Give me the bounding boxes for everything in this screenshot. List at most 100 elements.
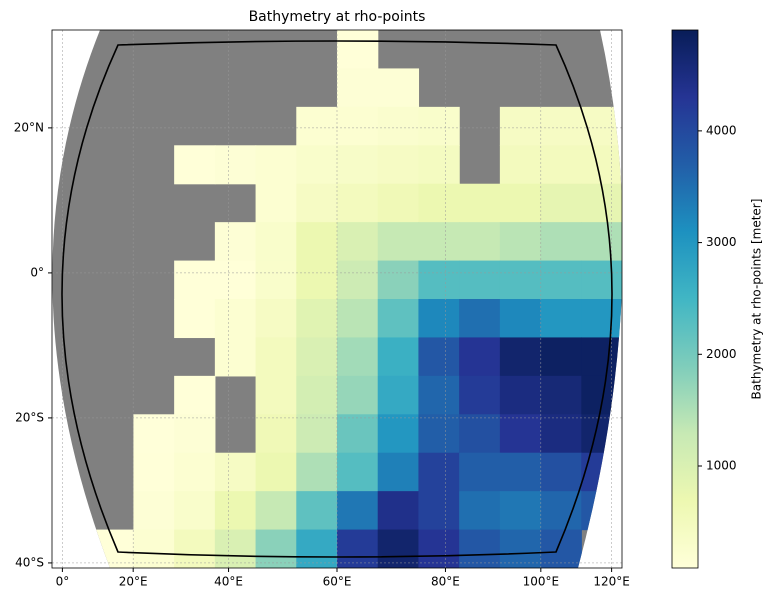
cell [377,337,420,377]
cell [296,299,338,339]
x-tick-label: 120°E [593,575,630,589]
cell [459,222,501,262]
cell [459,491,501,531]
cell [581,414,622,454]
cell [459,260,501,300]
cell [459,337,501,377]
cell [214,452,257,492]
cell [418,337,460,377]
cell [296,452,338,492]
cell [499,299,542,339]
cell [581,375,622,415]
cell [296,414,338,454]
cell [214,260,257,300]
cell [337,299,379,339]
cell [174,491,216,531]
cell [499,222,542,262]
cell [459,414,501,454]
cell [174,260,216,300]
cell [581,452,622,492]
cell [133,452,175,492]
cell [174,414,216,454]
x-tick-label: 100°E [523,575,560,589]
cell [133,414,175,454]
cell [174,529,216,568]
cell [540,260,582,300]
cell [296,260,338,300]
cell [377,260,420,300]
cell [459,529,501,568]
cell [377,299,420,339]
cell [174,452,216,492]
cell [377,491,420,531]
cell [337,222,379,262]
cell [540,452,582,492]
colorbar [671,29,699,569]
cell [418,106,460,146]
cell [581,337,622,377]
cell [255,260,297,300]
cell [296,145,338,185]
cell [540,375,582,415]
cell [296,337,338,377]
y-tick-label: 20°N [14,120,44,134]
cell [581,491,622,531]
cell [255,222,297,262]
domain-outline [61,40,613,558]
cell [581,299,622,339]
cell [499,260,542,300]
cell [296,375,338,415]
cell [296,222,338,262]
cell [214,337,257,377]
cell [174,145,216,185]
cell [337,260,379,300]
cell [337,529,379,568]
cell [133,491,175,531]
cell [581,145,622,185]
cell [499,375,542,415]
cell [296,106,338,146]
cell [337,491,379,531]
y-tick-label: 0° [30,265,44,279]
cell [214,529,257,568]
x-tick-label: 20°E [119,575,148,589]
cell [255,299,297,339]
graticule [52,30,622,568]
cell [418,145,460,185]
cell [418,183,460,223]
cell [377,145,420,185]
cell [255,183,297,223]
cell [418,414,460,454]
cell [540,491,582,531]
cell [337,414,379,454]
cell [133,529,175,568]
cell [540,299,582,339]
cell [377,375,420,415]
cell [540,414,582,454]
cell [337,375,379,415]
x-tick-label: 80°E [431,575,460,589]
cell [418,491,460,531]
cell [499,491,542,531]
colorbar-tick-label: 4000 [706,123,737,137]
cell [499,106,542,146]
cell [296,183,338,223]
cell [499,529,542,568]
cell [296,529,338,568]
cell [418,452,460,492]
cell [255,375,297,415]
cell [499,183,542,223]
colorbar-tick-label: 3000 [706,235,737,249]
cell [581,260,622,300]
chart-title: Bathymetry at rho-points [249,9,426,25]
x-tick-label: 0° [56,575,70,589]
cell [418,222,460,262]
cell [174,375,216,415]
x-tick-label: 40°E [214,575,243,589]
cell [540,145,582,185]
cell [255,529,297,568]
cell [377,414,420,454]
cell [540,529,582,568]
cell [459,299,501,339]
cell [337,183,379,223]
